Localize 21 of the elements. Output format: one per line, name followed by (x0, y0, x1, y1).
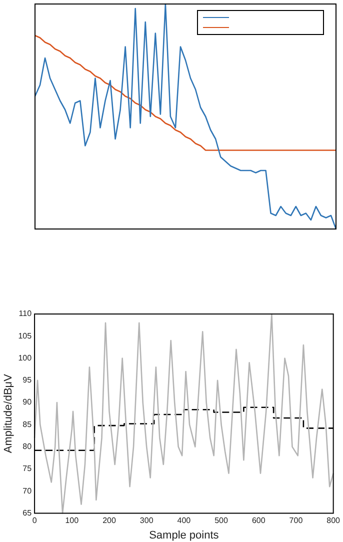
y-tick-label: 95 (22, 376, 32, 385)
x-tick-label: 400 (177, 516, 192, 526)
y-axis-title: Amplitude/dBμV (2, 373, 15, 454)
x-tick-label: 200 (102, 516, 116, 526)
x-tick-label: 800 (326, 516, 341, 526)
x-tick-label: 500 (214, 516, 229, 526)
x-tick-label: 0 (32, 516, 38, 526)
y-tick-label: 70 (22, 486, 32, 496)
y-tick-label: 90 (22, 398, 32, 407)
y-tick-label: 65 (22, 508, 32, 518)
x-tick-label: 300 (140, 516, 154, 526)
y-tick-label: 75 (22, 464, 32, 474)
y-tick-label: 85 (22, 420, 32, 429)
y-tick-label: 80 (22, 442, 32, 452)
y-tick-label: 110 (18, 309, 32, 318)
x-tick-label: 700 (289, 516, 304, 526)
x-tick-label: 600 (252, 516, 266, 526)
y-tick-label: 105 (18, 331, 32, 340)
x-tick-label: 100 (65, 516, 80, 526)
x-axis-title: Sample points (149, 529, 220, 542)
y-tick-label: 100 (18, 353, 32, 362)
